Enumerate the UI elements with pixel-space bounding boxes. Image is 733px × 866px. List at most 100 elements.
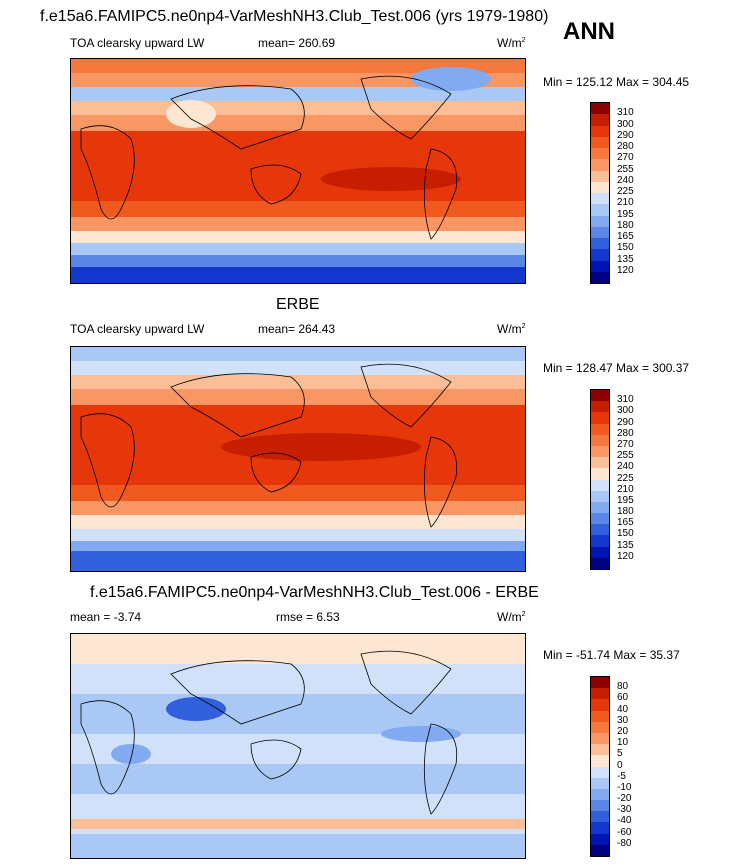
colorbar-swatch: [591, 204, 609, 216]
colorbar-swatch: [591, 468, 609, 480]
colorbar-swatch: [591, 777, 609, 789]
colorbar-swatch: [591, 788, 609, 801]
colorbar-tick-label: 225: [617, 186, 634, 197]
colorbar-swatch: [591, 103, 609, 115]
difference-map: [70, 633, 526, 859]
colorbar-tick-label: 20: [617, 725, 629, 737]
colorbar-tick-label: 165: [617, 231, 634, 242]
colorbar-swatch: [591, 215, 609, 227]
colorbar-tick-label: 240: [617, 174, 634, 186]
panel3-title: f.e15a6.FAMIPC5.ne0np4-VarMeshNH3.Club_T…: [90, 584, 539, 601]
season-label: ANN: [563, 18, 615, 45]
colorbar-swatch: [591, 148, 609, 160]
colorbar-tick-label: 270: [617, 438, 634, 450]
panel2-title: ERBE: [276, 296, 320, 313]
panel3-rmse: rmse = 6.53: [276, 610, 340, 624]
colorbar-swatch: [591, 490, 609, 502]
colorbar-tick-label: 310: [617, 107, 634, 119]
colorbar-swatch: [591, 744, 609, 756]
colorbar-tick-label: 280: [617, 141, 634, 152]
colorbar-tick-label: 40: [617, 703, 629, 715]
colorbar-swatch: [591, 193, 609, 205]
colorbar-tick-label: 290: [617, 416, 634, 428]
colorbar-tick-label: 300: [617, 405, 634, 417]
colorbar-tick-label: -40: [617, 815, 632, 827]
colorbar-swatch: [591, 238, 609, 250]
panel3-units: W/m2: [497, 610, 526, 624]
obs-map: [70, 346, 526, 572]
colorbar-abs-middle: [590, 389, 610, 570]
colorbar-tick-label: 195: [617, 208, 634, 220]
colorbar-swatch: [591, 434, 609, 446]
colorbar-swatch: [591, 412, 609, 424]
panel2-variable: TOA clearsky upward LW: [70, 322, 205, 336]
colorbar-swatch: [591, 457, 609, 469]
colorbar-tick-label: 0: [617, 759, 623, 771]
colorbar-swatch: [591, 710, 609, 722]
panel3-minmax: Min = -51.74 Max = 35.37: [543, 648, 680, 662]
colorbar-swatch: [591, 677, 609, 689]
colorbar-swatch: [591, 535, 609, 547]
colorbar-tick-label: 150: [617, 242, 634, 254]
colorbar-swatch: [591, 226, 609, 238]
colorbar-swatch: [591, 524, 609, 536]
panel2-minmax: Min = 128.47 Max = 300.37: [543, 361, 690, 375]
colorbar-diff: [590, 676, 610, 857]
colorbar-tick-label: 240: [617, 461, 634, 473]
colorbar-tick-label: 120: [617, 550, 634, 562]
colorbar-tick-label: 135: [617, 253, 634, 265]
colorbar-tick-label: 280: [617, 427, 634, 439]
panel1-minmax: Min = 125.12 Max = 304.45: [543, 75, 690, 89]
panel1-mean: mean= 260.69: [258, 36, 336, 50]
colorbar-tick-label: -5: [617, 770, 626, 782]
colorbar-swatch: [591, 170, 609, 182]
panel1-title: f.e15a6.FAMIPC5.ne0np4-VarMeshNH3.Club_T…: [40, 8, 549, 25]
colorbar-swatch: [591, 688, 609, 700]
colorbar-swatch: [591, 159, 609, 171]
colorbar-swatch: [591, 732, 609, 745]
colorbar-swatch: [591, 260, 609, 272]
colorbar-swatch: [591, 125, 609, 137]
colorbar-swatch: [591, 501, 609, 514]
colorbar-swatch: [591, 766, 609, 778]
colorbar-tick-label: 225: [617, 472, 634, 484]
colorbar-swatch: [591, 833, 609, 845]
colorbar-swatch: [591, 479, 609, 491]
colorbar-tick-label: 10: [617, 737, 629, 749]
colorbar-swatch: [591, 822, 609, 834]
colorbar-tick-label: -10: [617, 781, 632, 793]
panel3-mean: mean = -3.74: [70, 610, 142, 624]
panel2-mean: mean= 264.43: [258, 322, 336, 336]
colorbar-tick-label: 150: [617, 528, 634, 540]
colorbar-tick-label: 300: [617, 118, 634, 130]
colorbar-tick-label: -80: [617, 837, 632, 849]
colorbar-swatch: [591, 721, 609, 733]
colorbar-tick-label: 135: [617, 539, 634, 551]
colorbar-tick-label: -60: [617, 826, 632, 838]
colorbar-tick-label: 210: [617, 197, 634, 209]
colorbar-tick-label: 165: [617, 517, 634, 529]
colorbar-tick-label: 80: [617, 681, 629, 693]
colorbar-swatch: [591, 811, 609, 823]
panel1-variable: TOA clearsky upward LW: [70, 36, 205, 50]
colorbar-swatch: [591, 546, 609, 558]
colorbar-swatch: [591, 445, 609, 458]
colorbar-swatch: [591, 800, 609, 812]
colorbar-tick-label: 30: [617, 714, 629, 726]
colorbar-swatch: [591, 513, 609, 525]
colorbar-tick-label: 255: [617, 450, 634, 462]
colorbar-tick-label: 195: [617, 494, 634, 506]
colorbar-tick-label: 5: [617, 748, 623, 760]
colorbar-swatch: [591, 401, 609, 413]
colorbar-tick-label: 180: [617, 506, 634, 518]
colorbar-tick-label: 210: [617, 483, 634, 495]
colorbar-swatch: [591, 699, 609, 711]
panel2-units: W/m2: [497, 322, 526, 336]
colorbar-swatch: [591, 181, 609, 193]
colorbar-swatch: [591, 844, 609, 856]
model-map: [70, 58, 526, 284]
colorbar-tick-label: 270: [617, 152, 634, 164]
colorbar-tick-label: 120: [617, 264, 634, 276]
colorbar-tick-label: 60: [617, 692, 629, 704]
colorbar-swatch: [591, 423, 609, 435]
